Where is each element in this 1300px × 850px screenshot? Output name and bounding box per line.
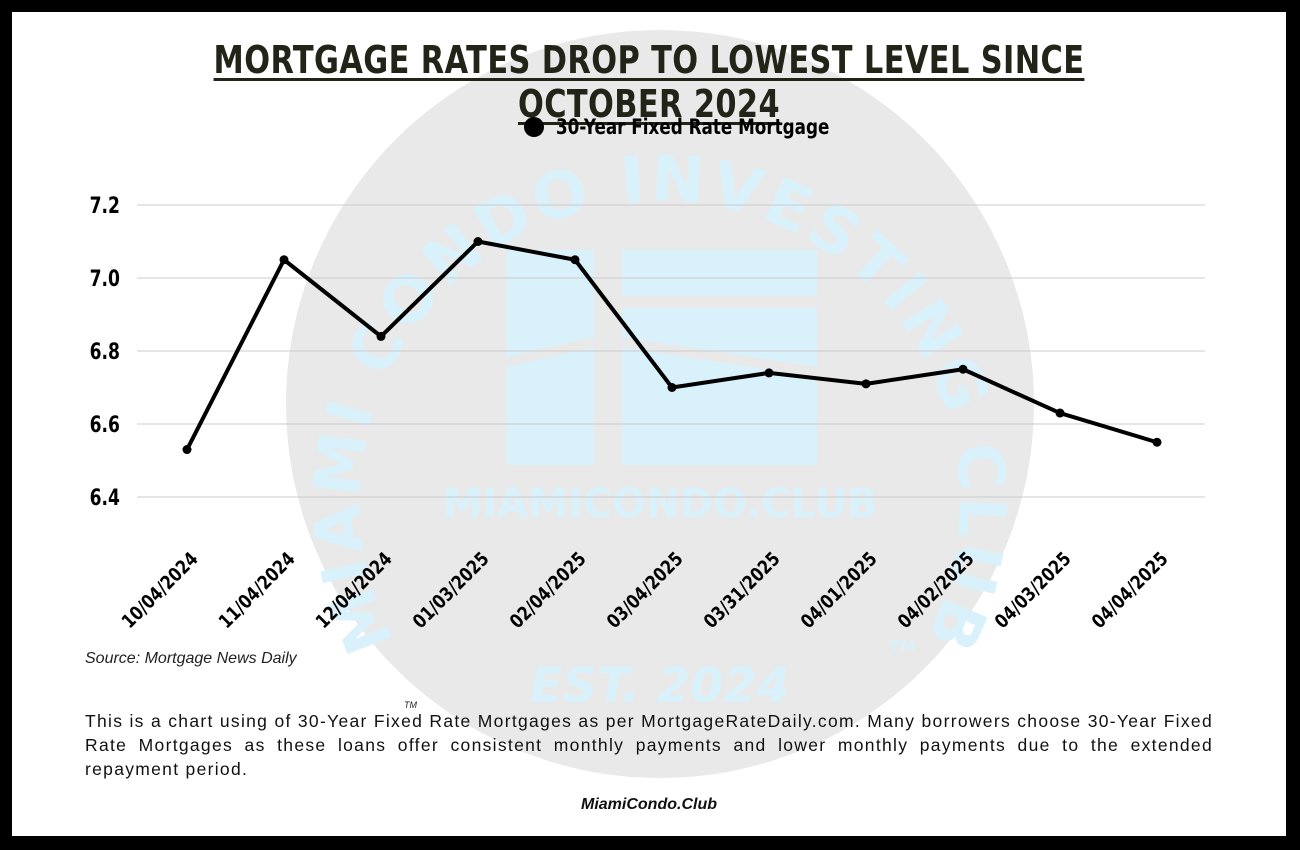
- x-tick-label: 04/02/2025: [894, 548, 979, 633]
- x-tick-label: 12/04/2024: [312, 548, 397, 633]
- trademark-mark: TM: [404, 700, 417, 710]
- y-tick-label: 6.6: [90, 412, 120, 438]
- chart-card: MIAMI CONDO INVESTING CLUB MIAMICONDO.CL…: [12, 12, 1286, 836]
- watermark-logo: MIAMI CONDO INVESTING CLUB MIAMICONDO.CL…: [286, 30, 1034, 778]
- legend-marker: [524, 117, 544, 137]
- series-line: [185, 239, 1158, 451]
- x-tick-label: 02/04/2025: [506, 548, 591, 633]
- legend: 30-Year Fixed Rate Mortgage: [524, 115, 829, 140]
- legend-label: 30-Year Fixed Rate Mortgage: [556, 115, 829, 139]
- x-axis-ticks: 10/04/2024 11/04/2024 12/04/2024 01/03/2025…: [118, 548, 1173, 633]
- data-point: [861, 379, 871, 389]
- y-tick-label: 6.4: [90, 485, 120, 511]
- chart-title: MORTGAGE RATES DROP TO LOWEST LEVEL SINC…: [213, 38, 1085, 126]
- y-tick-label: 7.2: [90, 193, 120, 219]
- line-chart: 6.4 6.6 6.8 7.0 7.2 10/04/2024 11/04/2024 12/0…: [90, 115, 1205, 633]
- y-tick-label: 7.0: [90, 266, 120, 292]
- data-point: [182, 445, 192, 455]
- x-tick-label: 01/03/2025: [409, 548, 494, 633]
- x-tick-label: 11/04/2024: [215, 548, 300, 633]
- data-point: [1055, 408, 1065, 418]
- watermark-building-icon: [505, 250, 818, 465]
- data-point: [570, 255, 580, 265]
- watermark-established-text: EST. 2024: [530, 658, 790, 714]
- data-point: [667, 383, 677, 392]
- source-note: Source: Mortgage News Daily: [85, 650, 297, 667]
- data-point: [279, 255, 289, 265]
- x-tick-label: 04/04/2025: [1088, 548, 1173, 633]
- watermark-site-text: MIAMICONDO.CLUB: [442, 481, 877, 527]
- x-tick-label: 03/04/2025: [603, 548, 688, 633]
- y-tick-label: 6.8: [90, 339, 120, 365]
- footer-site-name: MiamiCondo.Club: [581, 796, 717, 813]
- gridlines: [137, 204, 1205, 498]
- data-point: [764, 368, 774, 378]
- data-point: [473, 237, 483, 246]
- data-point: [958, 364, 968, 374]
- description-text: This is a chart using of 30-Year Fixed R…: [85, 711, 1213, 779]
- data-point: [376, 331, 386, 341]
- x-tick-label: 04/03/2025: [991, 548, 1076, 633]
- x-tick-label: 03/31/2025: [700, 548, 785, 633]
- y-axis-ticks: 6.4 6.6 6.8 7.0 7.2: [90, 193, 120, 511]
- watermark-trademark-text: TM: [889, 637, 916, 656]
- series-group: [182, 237, 1162, 455]
- data-point: [1152, 437, 1162, 447]
- x-tick-label: 04/01/2025: [797, 548, 882, 633]
- x-tick-label: 10/04/2024: [118, 548, 203, 633]
